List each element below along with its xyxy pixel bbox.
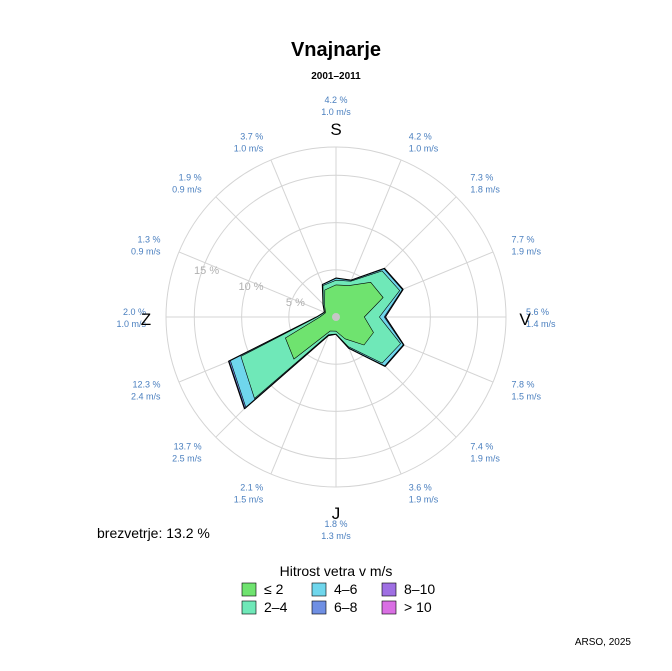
legend-label: 4–6 xyxy=(334,581,358,597)
sector-speed-label: 0.9 m/s xyxy=(131,246,161,256)
calm-center xyxy=(332,313,340,321)
legend-swatch xyxy=(381,600,397,615)
sector-speed-label: 1.9 m/s xyxy=(512,246,542,256)
sector-speed-label: 1.0 m/s xyxy=(234,144,264,154)
sector-pct-label: 7.4 % xyxy=(470,441,493,451)
sector-pct-label: 12.3 % xyxy=(132,380,160,390)
cardinal-north: S xyxy=(330,120,341,139)
sector-pct-label: 1.9 % xyxy=(179,173,202,183)
sector-pct-label: 4.2 % xyxy=(409,132,432,142)
sector-pct-label: 4.2 % xyxy=(324,95,347,105)
grid-ring xyxy=(241,222,431,412)
sector-pct-label: 2.1 % xyxy=(240,483,263,493)
band-1 xyxy=(285,281,384,360)
sector-speed-label: 1.8 m/s xyxy=(470,185,500,195)
sector-pct-label: 5.6 % xyxy=(526,307,549,317)
legend-swatch xyxy=(241,582,257,597)
chart-subtitle: 2001–2011 xyxy=(311,71,361,82)
sector-pct-label: 7.8 % xyxy=(512,380,535,390)
sector-speed-label: 1.9 m/s xyxy=(470,453,500,463)
sector-speed-label: 1.4 m/s xyxy=(526,319,556,329)
sector-speed-label: 2.4 m/s xyxy=(131,392,161,402)
sector-pct-label: 1.8 % xyxy=(324,519,347,529)
ring-label: 10 % xyxy=(238,281,263,293)
sector-speed-label: 1.0 m/s xyxy=(409,144,439,154)
cardinal-east: V xyxy=(519,310,531,329)
legend-label: 8–10 xyxy=(404,581,435,597)
cardinal-west: Z xyxy=(141,310,151,329)
ring-label: 15 % xyxy=(194,265,219,277)
sector-speed-label: 2.5 m/s xyxy=(172,453,202,463)
legend-swatch xyxy=(311,600,327,615)
sector-labels: 4.2 % 1.0 m/s 4.2 % 1.0 m/s 7.3 % 1.8 m/s 7.7 … xyxy=(116,95,556,541)
legend: ≤ 2 2–4 4–6 6–8 8–10 > 10 xyxy=(241,581,435,615)
cardinal-south: J xyxy=(332,504,341,523)
legend-label: 6–8 xyxy=(334,599,358,615)
sector-pct-label: 3.7 % xyxy=(240,132,263,142)
spoke-line xyxy=(215,196,337,318)
outer-ring xyxy=(165,146,507,488)
sector-pct-label: 3.6 % xyxy=(409,483,432,493)
sector-speed-label: 1.0 m/s xyxy=(321,107,351,117)
sector-speed-label: 1.3 m/s xyxy=(321,531,351,541)
legend-swatch xyxy=(381,582,397,597)
legend-title: Hitrost vetra v m/s xyxy=(280,563,393,579)
wind-rose-bands xyxy=(228,267,405,410)
ring-label: 5 % xyxy=(286,297,305,309)
legend-label: ≤ 2 xyxy=(264,581,284,597)
sector-speed-label: 1.9 m/s xyxy=(409,495,439,505)
sector-pct-label: 7.3 % xyxy=(470,173,493,183)
sector-speed-label: 0.9 m/s xyxy=(172,185,202,195)
source-credit: ARSO, 2025 xyxy=(575,637,632,648)
sector-speed-label: 1.5 m/s xyxy=(512,392,542,402)
sector-speed-label: 1.5 m/s xyxy=(234,495,264,505)
legend-swatch xyxy=(241,600,257,615)
legend-label: 2–4 xyxy=(264,599,288,615)
sector-pct-label: 13.7 % xyxy=(174,441,202,451)
chart-title: Vnajnarje xyxy=(291,39,381,61)
grid-ring xyxy=(193,174,479,460)
legend-swatch xyxy=(311,582,327,597)
sector-pct-label: 1.3 % xyxy=(137,234,160,244)
sector-pct-label: 7.7 % xyxy=(512,234,535,244)
sector-pct-label: 2.0 % xyxy=(123,307,146,317)
legend-label: > 10 xyxy=(404,599,432,615)
sector-speed-label: 1.0 m/s xyxy=(116,319,146,329)
calm-label: brezvetrje: 13.2 % xyxy=(97,525,210,541)
